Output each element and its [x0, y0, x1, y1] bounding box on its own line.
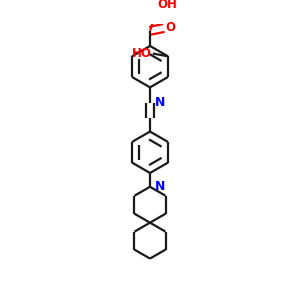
- Text: N: N: [155, 180, 165, 193]
- Text: N: N: [155, 96, 165, 109]
- Text: OH: OH: [157, 0, 177, 11]
- Text: O: O: [165, 22, 175, 34]
- Text: HO: HO: [131, 47, 152, 60]
